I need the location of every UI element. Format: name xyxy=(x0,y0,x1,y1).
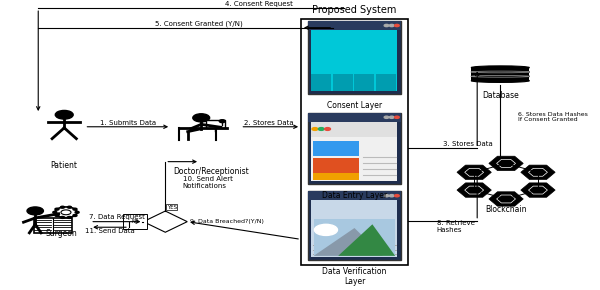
Text: 7. Data Request: 7. Data Request xyxy=(89,214,145,220)
Polygon shape xyxy=(529,168,547,176)
Text: 3. Stores Data: 3. Stores Data xyxy=(443,141,492,147)
FancyBboxPatch shape xyxy=(311,122,397,181)
FancyBboxPatch shape xyxy=(471,76,529,81)
Circle shape xyxy=(395,24,399,27)
Text: Surgeon: Surgeon xyxy=(46,229,77,238)
Circle shape xyxy=(312,128,318,130)
FancyBboxPatch shape xyxy=(313,158,359,173)
FancyBboxPatch shape xyxy=(313,141,359,156)
Polygon shape xyxy=(464,186,484,194)
Circle shape xyxy=(55,215,59,216)
Circle shape xyxy=(73,208,77,210)
Circle shape xyxy=(395,116,399,118)
Circle shape xyxy=(55,110,73,119)
Circle shape xyxy=(384,24,389,27)
Text: 2. Stores Data: 2. Stores Data xyxy=(244,120,294,126)
Circle shape xyxy=(61,216,65,218)
Text: Consent Layer: Consent Layer xyxy=(327,102,382,110)
Text: 11. Send Data: 11. Send Data xyxy=(85,229,134,234)
Polygon shape xyxy=(143,211,187,232)
Text: 6. Stores Data Hashes
If Consent Granted: 6. Stores Data Hashes If Consent Granted xyxy=(518,112,587,122)
Text: 9. Data Breached?(Y/N): 9. Data Breached?(Y/N) xyxy=(190,219,264,224)
FancyBboxPatch shape xyxy=(308,21,401,30)
Text: Data Entry Layer: Data Entry Layer xyxy=(322,191,387,200)
FancyBboxPatch shape xyxy=(308,191,401,200)
Polygon shape xyxy=(529,186,547,194)
Ellipse shape xyxy=(471,79,529,82)
Ellipse shape xyxy=(471,70,529,74)
Ellipse shape xyxy=(471,66,529,69)
Circle shape xyxy=(53,211,57,213)
FancyBboxPatch shape xyxy=(308,21,401,94)
FancyBboxPatch shape xyxy=(308,113,401,122)
Text: YES: YES xyxy=(167,205,177,210)
Text: Doctor/Receptionist: Doctor/Receptionist xyxy=(173,168,250,177)
FancyBboxPatch shape xyxy=(314,219,395,256)
Text: 4. Consent Request: 4. Consent Request xyxy=(225,1,293,7)
Circle shape xyxy=(55,208,59,210)
FancyBboxPatch shape xyxy=(355,74,374,91)
Circle shape xyxy=(314,224,337,235)
Polygon shape xyxy=(338,224,395,256)
Text: Proposed System: Proposed System xyxy=(312,5,397,15)
Polygon shape xyxy=(521,165,555,180)
Ellipse shape xyxy=(471,75,529,78)
Circle shape xyxy=(395,195,399,197)
Polygon shape xyxy=(464,168,484,176)
Polygon shape xyxy=(314,228,383,256)
Polygon shape xyxy=(489,156,523,171)
Circle shape xyxy=(389,195,394,197)
FancyBboxPatch shape xyxy=(308,191,401,260)
Circle shape xyxy=(319,128,324,130)
Circle shape xyxy=(67,206,71,208)
Text: 1. Submits Data: 1. Submits Data xyxy=(100,120,156,126)
FancyBboxPatch shape xyxy=(376,74,396,91)
FancyBboxPatch shape xyxy=(206,120,225,128)
FancyBboxPatch shape xyxy=(311,74,331,91)
Text: 8. Retrieve
Hashes: 8. Retrieve Hashes xyxy=(437,220,475,233)
FancyBboxPatch shape xyxy=(308,113,401,184)
Circle shape xyxy=(193,114,209,122)
Polygon shape xyxy=(457,183,491,197)
Circle shape xyxy=(219,120,225,123)
Polygon shape xyxy=(457,165,491,180)
Text: NO: NO xyxy=(131,219,139,224)
Circle shape xyxy=(325,128,331,130)
Text: Database: Database xyxy=(482,91,518,100)
Text: 5. Consent Granted (Y/N): 5. Consent Granted (Y/N) xyxy=(155,20,242,27)
Text: Data Verification
Layer: Data Verification Layer xyxy=(322,267,386,286)
Circle shape xyxy=(389,116,394,118)
Circle shape xyxy=(389,24,394,27)
Circle shape xyxy=(27,207,43,215)
FancyBboxPatch shape xyxy=(311,30,397,91)
Circle shape xyxy=(384,195,389,197)
FancyBboxPatch shape xyxy=(311,122,397,137)
Polygon shape xyxy=(489,192,523,206)
Circle shape xyxy=(73,215,77,216)
Polygon shape xyxy=(497,160,515,167)
Circle shape xyxy=(61,206,65,208)
Circle shape xyxy=(67,216,71,218)
Text: Patient: Patient xyxy=(51,162,78,171)
Polygon shape xyxy=(497,195,515,203)
Circle shape xyxy=(75,211,79,213)
FancyBboxPatch shape xyxy=(471,68,529,72)
Text: 10. Send Alert
Notifications: 10. Send Alert Notifications xyxy=(182,176,233,189)
Circle shape xyxy=(384,116,389,118)
Text: Blockchain: Blockchain xyxy=(485,205,527,214)
FancyBboxPatch shape xyxy=(123,214,148,229)
FancyBboxPatch shape xyxy=(471,72,529,76)
FancyBboxPatch shape xyxy=(313,173,359,180)
FancyBboxPatch shape xyxy=(34,218,72,233)
Polygon shape xyxy=(521,183,555,197)
FancyBboxPatch shape xyxy=(301,19,408,265)
FancyBboxPatch shape xyxy=(333,74,353,91)
FancyBboxPatch shape xyxy=(311,200,397,257)
